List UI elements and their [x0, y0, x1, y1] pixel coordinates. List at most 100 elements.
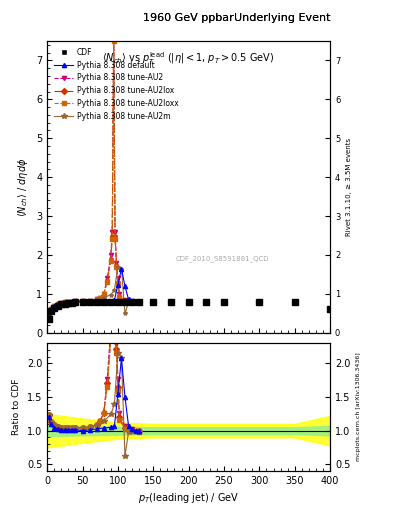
X-axis label: $p_T$(leading jet) / GeV: $p_T$(leading jet) / GeV: [138, 492, 239, 505]
Pythia 8.308 default: [73, 299, 78, 305]
Pythia 8.308 tune-AU2: [80, 298, 85, 304]
Line: Pythia 8.308 default: Pythia 8.308 default: [46, 267, 141, 318]
Pythia 8.308 tune-AU2loxx: [101, 291, 106, 297]
Text: 1960 GeV ppbar: 1960 GeV ppbar: [143, 13, 234, 24]
CDF: [137, 298, 141, 305]
Pythia 8.308 tune-AU2lox: [111, 38, 116, 44]
Pythia 8.308 tune-AU2lox: [87, 297, 92, 304]
Pythia 8.308 tune-AU2loxx: [137, 300, 141, 306]
CDF: [52, 305, 57, 311]
Pythia 8.308 default: [80, 299, 85, 305]
CDF: [73, 300, 78, 306]
Pythia 8.308 tune-AU2lox: [108, 256, 113, 262]
Pythia 8.308 tune-AU2loxx: [46, 313, 51, 319]
Pythia 8.308 tune-AU2loxx: [98, 295, 103, 301]
Pythia 8.308 tune-AU2: [105, 275, 110, 282]
Pythia 8.308 tune-AU2loxx: [105, 279, 110, 285]
Pythia 8.308 default: [94, 298, 99, 304]
Pythia 8.308 tune-AU2m: [108, 292, 113, 298]
Pythia 8.308 tune-AU2m: [46, 313, 51, 319]
Pythia 8.308 tune-AU2: [87, 297, 92, 304]
CDF: [186, 298, 191, 305]
Pythia 8.308 tune-AU2loxx: [117, 294, 122, 300]
Pythia 8.308 tune-AU2lox: [48, 306, 53, 312]
Pythia 8.308 tune-AU2lox: [137, 299, 141, 305]
Pythia 8.308 tune-AU2lox: [80, 298, 85, 304]
CDF: [123, 298, 127, 305]
Pythia 8.308 tune-AU2m: [133, 299, 138, 305]
CDF: [101, 299, 106, 305]
Pythia 8.308 tune-AU2lox: [114, 262, 119, 268]
Pythia 8.308 tune-AU2loxx: [62, 300, 67, 306]
Pythia 8.308 default: [108, 297, 113, 304]
Pythia 8.308 tune-AU2m: [87, 297, 92, 304]
CDF: [116, 299, 120, 305]
Legend: CDF, Pythia 8.308 default, Pythia 8.308 tune-AU2, Pythia 8.308 tune-AU2lox, Pyth: CDF, Pythia 8.308 default, Pythia 8.308 …: [51, 45, 182, 124]
CDF: [59, 302, 64, 308]
Pythia 8.308 tune-AU2: [55, 301, 60, 307]
Pythia 8.308 tune-AU2loxx: [73, 298, 78, 304]
CDF: [46, 316, 51, 322]
Pythia 8.308 tune-AU2: [114, 260, 119, 266]
Text: CDF_2010_S8591881_QCD: CDF_2010_S8591881_QCD: [176, 255, 269, 262]
Pythia 8.308 tune-AU2lox: [110, 232, 115, 239]
CDF: [328, 306, 332, 312]
Pythia 8.308 tune-AU2: [137, 298, 141, 305]
Pythia 8.308 tune-AU2m: [59, 300, 64, 306]
Pythia 8.308 default: [70, 300, 74, 306]
CDF: [87, 299, 92, 305]
Pythia 8.308 default: [133, 298, 138, 305]
Pythia 8.308 tune-AU2: [130, 298, 134, 304]
CDF: [62, 301, 67, 307]
Pythia 8.308 default: [59, 301, 64, 307]
Y-axis label: mcplots.cern.ch [arXiv:1306.3436]: mcplots.cern.ch [arXiv:1306.3436]: [356, 353, 361, 461]
Pythia 8.308 tune-AU2: [113, 228, 118, 234]
Pythia 8.308 tune-AU2lox: [70, 298, 74, 305]
Pythia 8.308 tune-AU2lox: [55, 301, 60, 307]
Pythia 8.308 tune-AU2loxx: [130, 298, 134, 305]
Pythia 8.308 tune-AU2m: [126, 300, 131, 306]
Pythia 8.308 default: [52, 303, 57, 309]
Y-axis label: $\langle N_{ch}\rangle$ / $d\eta d\phi$: $\langle N_{ch}\rangle$ / $d\eta d\phi$: [17, 157, 31, 217]
Pythia 8.308 default: [87, 298, 92, 305]
Pythia 8.308 tune-AU2m: [130, 299, 134, 305]
Line: Pythia 8.308 tune-AU2lox: Pythia 8.308 tune-AU2lox: [46, 39, 141, 318]
Text: Underlying Event: Underlying Event: [233, 13, 330, 24]
CDF: [151, 298, 156, 305]
CDF: [257, 298, 262, 305]
Y-axis label: Rivet 3.1.10, ≥ 3.5M events: Rivet 3.1.10, ≥ 3.5M events: [346, 138, 352, 236]
Pythia 8.308 default: [119, 266, 124, 272]
Pythia 8.308 tune-AU2loxx: [80, 298, 85, 304]
Pythia 8.308 tune-AU2loxx: [55, 301, 60, 307]
Pythia 8.308 default: [116, 282, 120, 288]
Pythia 8.308 tune-AU2loxx: [108, 258, 113, 264]
Pythia 8.308 tune-AU2: [101, 291, 106, 297]
Pythia 8.308 tune-AU2loxx: [52, 303, 57, 309]
Pythia 8.308 tune-AU2m: [119, 266, 124, 272]
Pythia 8.308 tune-AU2loxx: [87, 297, 92, 304]
Pythia 8.308 default: [48, 306, 53, 312]
CDF: [48, 308, 53, 314]
Pythia 8.308 tune-AU2m: [55, 301, 60, 307]
CDF: [66, 300, 71, 306]
CDF: [94, 299, 99, 305]
Pythia 8.308 tune-AU2lox: [105, 277, 110, 283]
Pythia 8.308 tune-AU2lox: [62, 300, 67, 306]
Text: 1960 GeV ppbar: 1960 GeV ppbar: [143, 13, 234, 23]
Pythia 8.308 tune-AU2: [116, 275, 120, 282]
CDF: [222, 298, 226, 305]
Pythia 8.308 tune-AU2m: [101, 295, 106, 301]
Pythia 8.308 tune-AU2: [46, 313, 51, 319]
Pythia 8.308 tune-AU2loxx: [70, 298, 74, 305]
Pythia 8.308 tune-AU2loxx: [94, 296, 99, 303]
Pythia 8.308 tune-AU2loxx: [59, 300, 64, 306]
Pythia 8.308 tune-AU2lox: [94, 296, 99, 303]
Pythia 8.308 tune-AU2m: [70, 298, 74, 305]
Pythia 8.308 tune-AU2m: [73, 298, 78, 304]
Pythia 8.308 tune-AU2m: [94, 296, 99, 303]
Pythia 8.308 tune-AU2: [73, 298, 78, 304]
Pythia 8.308 tune-AU2lox: [123, 297, 127, 304]
Pythia 8.308 tune-AU2lox: [52, 303, 57, 309]
Pythia 8.308 tune-AU2m: [137, 300, 141, 306]
Pythia 8.308 tune-AU2: [70, 298, 74, 305]
